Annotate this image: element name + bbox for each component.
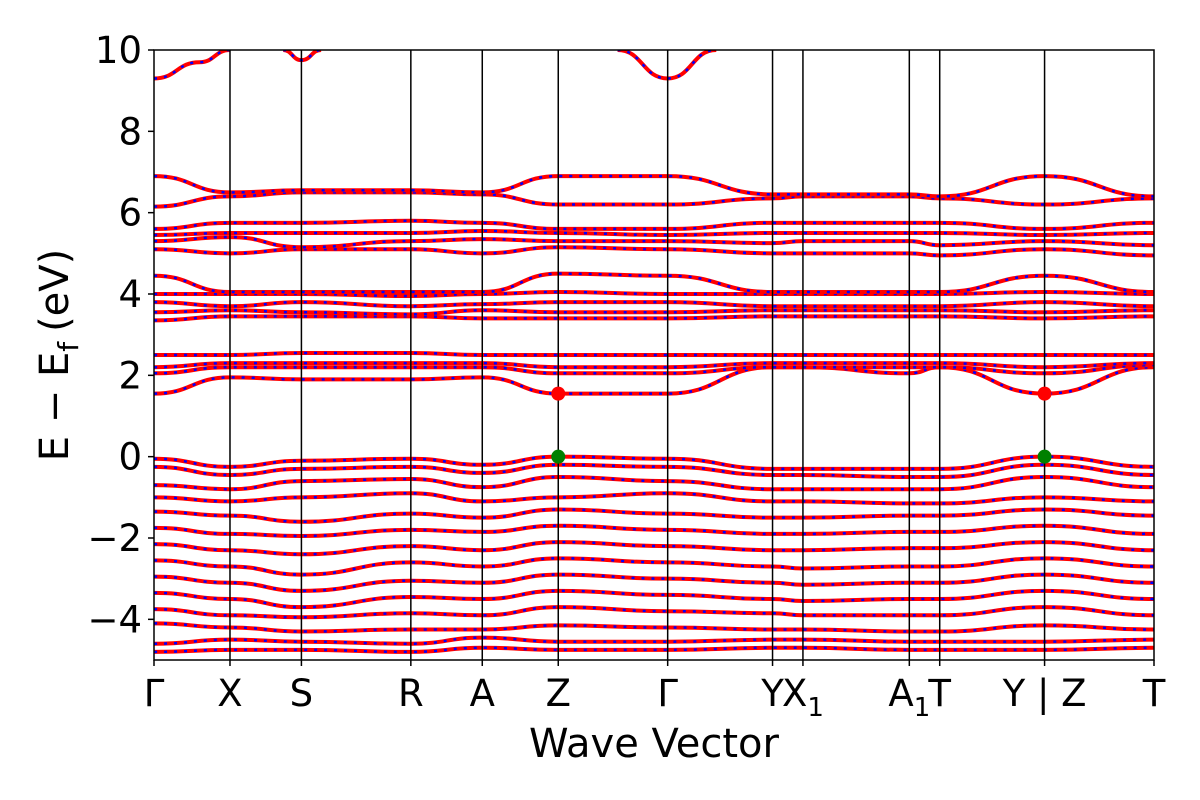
band-dash-11 [154,622,1154,633]
band-dash-24 [154,235,1154,249]
band-dash-16 [154,361,1154,369]
y-axis-ticks: −4 −2 0 2 4 6 8 10 [87,29,154,641]
y-tick-label-4: 4 [118,273,142,316]
band-dash-13 [154,646,1154,654]
y-tick-label-0: −4 [87,598,142,641]
band-dash-7 [154,557,1154,576]
y-tick-label-2: 0 [118,436,142,479]
band-dash-6 [154,540,1154,556]
band-dash-18 [154,315,1154,322]
x-tick-label-7: Y [760,672,784,715]
band-line-14 [154,365,1154,396]
band-dash-26 [154,219,1154,231]
x-tick-label-4: A [470,672,495,715]
band-dash-9 [154,589,1154,609]
band-dash-8 [154,573,1154,593]
band-line-30 [282,50,322,63]
kpoint-lines [229,50,1046,660]
x-tick-label-0: Γ [144,672,165,715]
plot-frame [153,49,1155,661]
x-tick-label-11: Y | Z [1002,672,1087,715]
band-line-28 [154,174,1154,199]
x-tick-label-8: X1 [782,672,824,723]
band-dash-1 [154,463,1154,479]
x-tick-label-12: T [1142,672,1166,715]
cbm-marker-2 [1037,386,1052,401]
x-tick-label-10: T [927,672,951,715]
y-tick-label-1: −2 [87,517,142,560]
x-tick-label-9: A1 [888,672,930,723]
x-tick-label-5: Z [546,672,571,715]
extrema-markers [551,386,1052,464]
band-line-7 [154,556,1154,577]
y-tick-label-5: 6 [118,192,142,235]
x-axis-label: Wave Vector [529,721,780,767]
band-dash-21 [154,290,1154,298]
y-tick-label-6: 8 [118,110,142,153]
y-tick-label-3: 2 [118,354,142,397]
x-tick-label-3: R [398,672,424,715]
band-dash-0 [154,455,1154,471]
band-dash-4 [154,508,1154,523]
band-dash-20 [154,300,1154,308]
vbm-marker-1 [551,449,566,464]
x-tick-label-2: S [290,672,314,715]
band-dash-17 [154,351,1154,357]
y-tick-label-7: 10 [95,29,142,72]
y-axis-label-subscript: f [52,341,85,352]
band-dash-29 [154,50,231,80]
x-tick-label-6: Γ [657,672,678,715]
y-axis-label-unit: (eV) [32,249,78,332]
band-dash-31 [617,50,717,80]
band-line-9 [154,588,1154,610]
band-dash-10 [154,605,1154,619]
band-dash-27 [154,191,1154,208]
svg-text:E − Ef(eV): E − Ef (eV) [32,249,85,462]
band-line-2 [154,474,1154,492]
band-dash-19 [154,309,1154,316]
band-line-22 [154,271,1154,294]
band-dash-23 [154,245,1154,257]
band-dash-25 [154,229,1154,237]
y-axis-label-main: E − E [32,352,78,462]
band-dash-12 [154,636,1154,645]
x-tick-label-1: X [217,672,242,715]
y-axis-label: E − Ef (eV) [32,249,85,462]
band-line-8 [154,572,1154,593]
cbm-marker-0 [551,386,566,401]
vbm-marker-3 [1037,449,1052,464]
bands-layer [154,50,1154,654]
